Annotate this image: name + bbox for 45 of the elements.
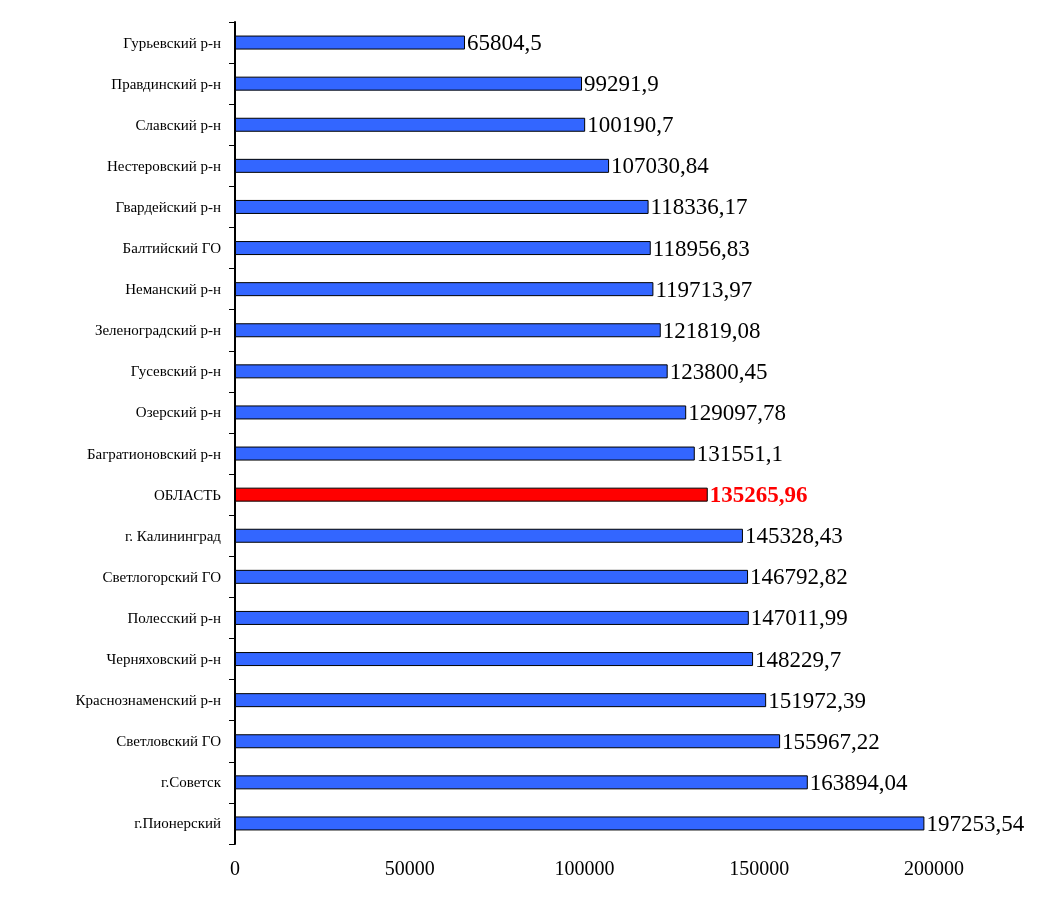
- y-tick-label: г.Пионерский: [134, 815, 221, 832]
- data-label: 151972,39: [768, 687, 866, 713]
- x-tick-label: 100000: [554, 857, 615, 879]
- data-label: 155967,22: [782, 728, 880, 754]
- data-label: 119713,97: [655, 276, 753, 302]
- y-tick-label: г. Калининград: [124, 527, 222, 544]
- y-tick-label: Светлогорский ГО: [102, 568, 222, 585]
- data-label: 118956,83: [652, 235, 750, 261]
- data-label: 131551,1: [696, 441, 784, 467]
- y-tick-label: Полесский р-н: [127, 609, 221, 626]
- data-label: 148229,7: [755, 646, 842, 672]
- data-label: 100190,7: [587, 112, 674, 138]
- y-tick-label: Правдинский р-н: [111, 75, 221, 92]
- y-tick-label: Зеленоградский р-н: [94, 322, 221, 339]
- x-tick-label: 50000: [384, 857, 435, 879]
- data-label: 135265,96: [709, 482, 808, 508]
- y-tick-label: Гурьевский р-н: [123, 34, 221, 51]
- y-tick-label: Нестеровский р-н: [106, 157, 221, 174]
- data-label: 121819,08: [662, 317, 761, 343]
- data-label: 145328,43: [744, 523, 843, 549]
- x-tick-label: 0: [230, 857, 240, 879]
- y-tick-label: Багратионовский р-н: [86, 445, 221, 462]
- y-tick-label: Гусевский р-н: [130, 363, 221, 380]
- y-tick-label: Краснознаменский р-н: [75, 692, 221, 709]
- y-tick-label: Славский р-н: [135, 116, 221, 133]
- y-tick-label: ОБЛАСТЬ: [153, 486, 222, 503]
- data-label: 118336,17: [650, 194, 748, 220]
- data-label: 197253,54: [926, 810, 1025, 836]
- data-label: 129097,78: [688, 399, 786, 425]
- data-label: 123800,45: [669, 358, 768, 384]
- data-label: 163894,04: [809, 769, 909, 795]
- data-label: 146792,82: [750, 564, 848, 590]
- data-label: 65804,5: [466, 30, 542, 56]
- y-tick-label: Черняховский р-н: [106, 651, 221, 668]
- y-tick-label: Светловский ГО: [116, 733, 222, 750]
- data-label: 147011,99: [750, 605, 848, 631]
- y-tick-label: Балтийский ГО: [122, 240, 222, 257]
- x-tick-label: 150000: [729, 857, 790, 879]
- y-tick-label: Озерский р-н: [135, 404, 221, 421]
- y-tick-label: Гвардейский р-н: [115, 198, 221, 215]
- y-tick-label: г.Советск: [160, 774, 222, 791]
- y-tick-label: Неманский р-н: [125, 281, 221, 298]
- data-label: 99291,9: [584, 71, 659, 97]
- x-tick-label: 200000: [904, 857, 964, 879]
- data-label: 107030,84: [611, 153, 710, 179]
